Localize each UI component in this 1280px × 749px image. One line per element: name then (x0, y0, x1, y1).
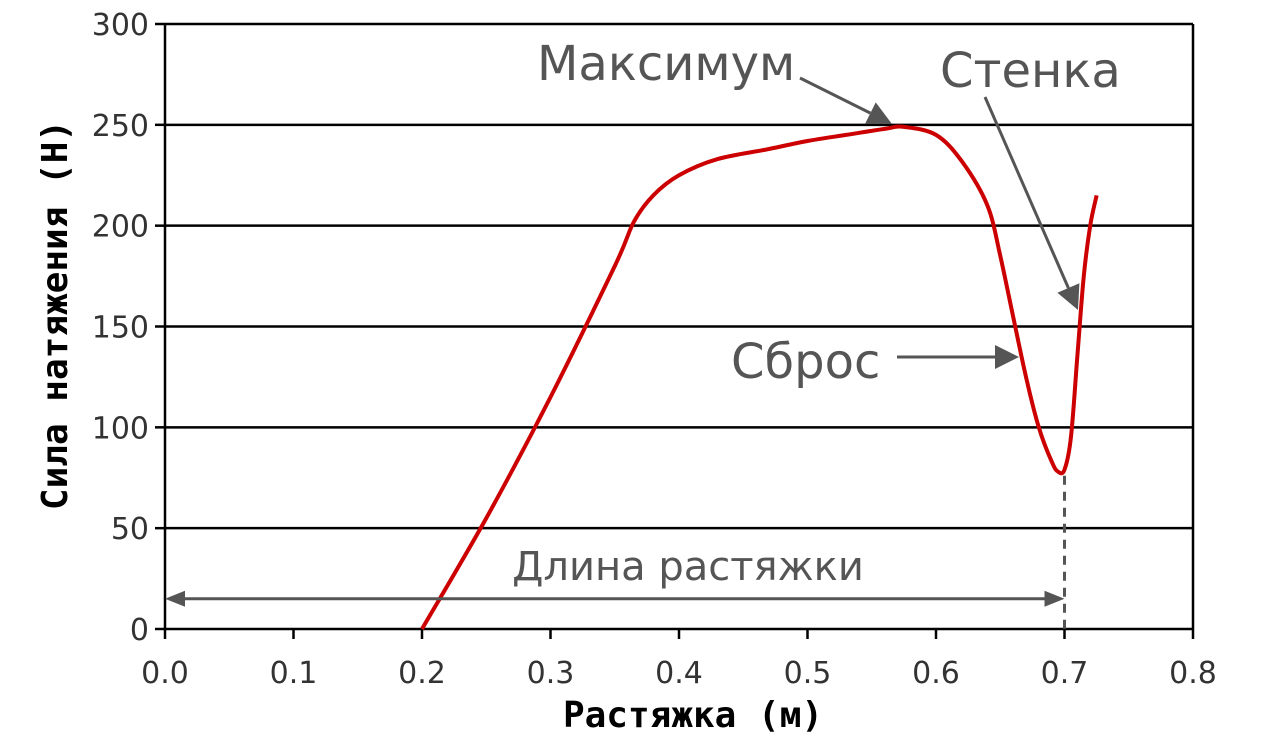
annotation-maximum: Максимум (537, 36, 795, 92)
x-axis-ticks: 0.0 0.1 0.2 0.3 0.4 0.5 0.6 0.7 0.8 (141, 629, 1217, 691)
annotation-drop: Сброс (731, 334, 880, 390)
grid-lines (165, 22, 1193, 530)
y-tick-label-5: 250 (92, 109, 149, 144)
annotation-stretch-length: Длина растяжки (512, 544, 864, 590)
y-axis-ticks: 0 50 100 150 200 250 300 (92, 8, 165, 648)
y-axis-title: Сила натяжения (Н) (35, 120, 76, 510)
x-tick-label-4: 0.4 (655, 656, 703, 691)
x-tick-label-1: 0.1 (270, 656, 318, 691)
x-tick-label-2: 0.2 (398, 656, 446, 691)
x-tick-label-7: 0.7 (1041, 656, 1089, 691)
arrow-drop-head (995, 345, 1019, 369)
stretch-length-head-right (1044, 590, 1065, 607)
arrow-wall-shaft (983, 96, 1070, 289)
stretch-length-head-left (165, 590, 185, 607)
arrow-maximum (799, 76, 892, 124)
y-tick-label-3: 150 (92, 311, 149, 346)
series-line (420, 124, 1099, 631)
y-tick-label-1: 50 (111, 512, 149, 547)
annotation-wall: Стенка (940, 43, 1121, 99)
x-tick-label-8: 0.8 (1169, 656, 1217, 691)
arrow-stretch-length (165, 590, 1065, 607)
annotations (165, 76, 1080, 629)
arrow-maximum-head (865, 102, 892, 124)
x-tick-label-0: 0.0 (141, 656, 189, 691)
x-axis-title: Растяжка (м) (563, 695, 823, 736)
arrow-drop (897, 345, 1019, 369)
y-tick-label-2: 100 (92, 411, 149, 446)
arrow-maximum-shaft (799, 76, 872, 115)
y-tick-label-0: 0 (130, 613, 149, 648)
x-tick-label-6: 0.6 (912, 656, 960, 691)
y-tick-label-6: 300 (92, 8, 149, 43)
arrow-wall-head (1057, 283, 1080, 310)
x-tick-label-3: 0.3 (527, 656, 575, 691)
arrow-wall (983, 96, 1080, 310)
x-tick-label-5: 0.5 (784, 656, 832, 691)
y-tick-label-4: 200 (92, 210, 149, 245)
